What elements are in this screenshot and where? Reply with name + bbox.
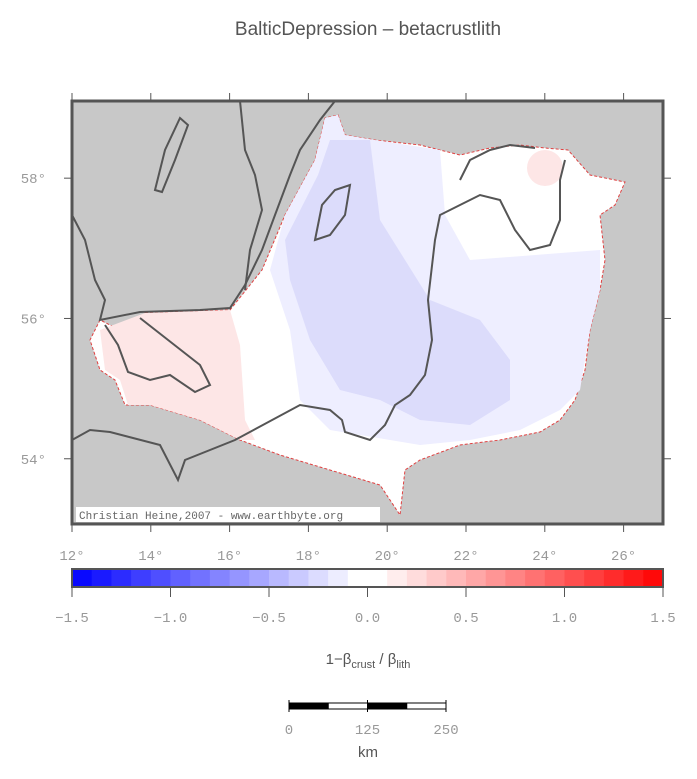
colorbar-bin (229, 569, 250, 587)
x-tick-label: 14° (138, 549, 163, 565)
colorbar-bin (190, 569, 211, 587)
colorbar-bin (367, 569, 388, 587)
scalebar-segment (406, 702, 447, 710)
x-tick-label: 22° (453, 549, 478, 565)
high-region-east (527, 150, 563, 186)
x-tick-label: 24° (532, 549, 557, 565)
scalebar-segment (327, 702, 368, 710)
colorbar-bin (387, 569, 408, 587)
scalebar-unit: km (358, 744, 378, 761)
colorbar-bin (564, 569, 585, 587)
colorbar-bin (269, 569, 290, 587)
colorbar-bin (584, 569, 605, 587)
colorbar-bin (446, 569, 467, 587)
colorbar-label: 1−βcrust / βlith (326, 651, 411, 671)
colorbar-bin (328, 569, 349, 587)
colorbar-bin (505, 569, 526, 587)
colorbar-bin (209, 569, 231, 587)
colorbar-tick-label: 1.5 (650, 611, 675, 627)
colorbar-tick-label: −1.5 (55, 611, 89, 627)
colorbar-tick-label: 0.0 (355, 611, 380, 627)
colorbar-bin (150, 569, 171, 587)
colorbar-bin (485, 569, 506, 587)
colorbar-bin (426, 569, 447, 587)
colorbar-bin (525, 569, 546, 587)
colorbar-bin (170, 569, 191, 587)
lower-region (285, 140, 510, 425)
colorbar-bin (288, 569, 309, 587)
colorbar-tick-label: 1.0 (552, 611, 577, 627)
y-tick-label: 56° (21, 312, 46, 328)
coastlines (71, 100, 566, 483)
colorbar-bin (643, 569, 664, 587)
colorbar-bin (91, 569, 112, 587)
y-tick-label: 54° (21, 453, 46, 469)
scalebar-label: 250 (433, 723, 458, 739)
colorbar-tick-label: −1.0 (154, 611, 188, 627)
scalebar-label: 125 (355, 723, 380, 739)
colorbar-bin (544, 569, 565, 587)
credit-box (76, 507, 380, 522)
label-part: / β (375, 651, 397, 668)
scalebar-label: 0 (285, 723, 293, 739)
x-tick-label: 20° (375, 549, 400, 565)
map-frame (70, 99, 665, 526)
title: BalticDepression – betacrustlith (235, 19, 501, 40)
map: Christian Heine,2007 - www.earthbyte.org (70, 99, 665, 526)
credit: Christian Heine,2007 - www.earthbyte.org (79, 511, 343, 523)
colorbar-bin (111, 569, 132, 587)
x-tick-label: 16° (217, 549, 242, 565)
colorbar-bin (347, 569, 368, 587)
colorbar-tick-label: 0.5 (453, 611, 478, 627)
x-tick-label: 18° (296, 549, 321, 565)
y-tick-label: 58° (21, 172, 46, 188)
colorbar-tick-label: −0.5 (252, 611, 286, 627)
colorbar-bin (308, 569, 329, 587)
colorbar-bin (466, 569, 487, 587)
colorbar-bin (603, 569, 625, 587)
scalebar-segment (367, 702, 408, 710)
colorbar-bin (249, 569, 270, 587)
label-sub: lith (396, 659, 410, 671)
x-tick-label: 12° (59, 549, 84, 565)
x-tick-label: 26° (611, 549, 636, 565)
colorbar-bin (131, 569, 152, 587)
high-region-west (100, 310, 255, 440)
colorbar-bin (72, 569, 93, 587)
colorbar-bin (623, 569, 644, 587)
colorbar-bin (406, 569, 428, 587)
label-sub: crust (351, 659, 375, 671)
label-part: 1−β (326, 651, 352, 668)
scalebar-segment (288, 702, 329, 710)
